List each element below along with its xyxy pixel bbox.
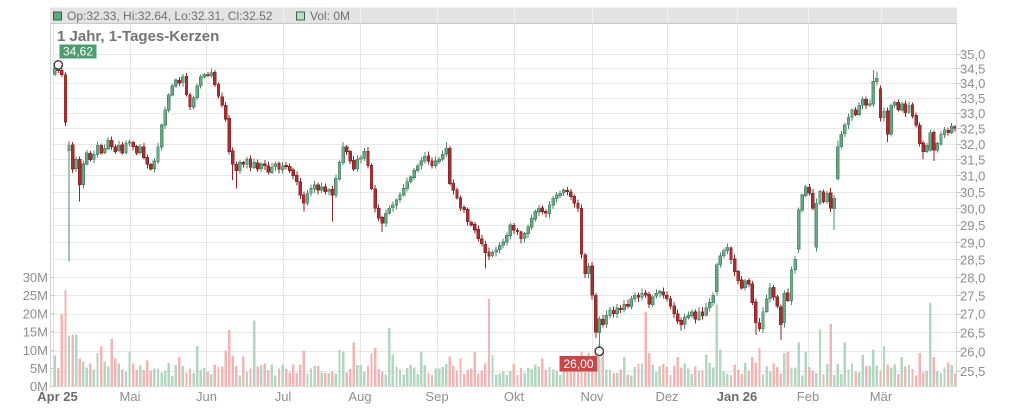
svg-text:26,0: 26,0 xyxy=(960,345,985,360)
svg-text:32,0: 32,0 xyxy=(960,137,985,152)
svg-text:34,5: 34,5 xyxy=(960,62,985,77)
svg-text:0M: 0M xyxy=(30,379,48,394)
svg-text:34,62: 34,62 xyxy=(63,45,93,59)
svg-text:27,0: 27,0 xyxy=(960,307,985,322)
svg-text:Mär: Mär xyxy=(870,389,893,404)
svg-text:30,0: 30,0 xyxy=(960,201,985,216)
svg-text:34,0: 34,0 xyxy=(960,76,985,91)
svg-text:Op:32.33, Hi:32.64, Lo:32.31,: Op:32.33, Hi:32.64, Lo:32.31, Cl:32.52 xyxy=(67,9,273,23)
svg-text:29,0: 29,0 xyxy=(960,235,985,250)
svg-text:Jan 26: Jan 26 xyxy=(717,389,757,404)
svg-text:Nov: Nov xyxy=(580,389,604,404)
svg-text:Feb: Feb xyxy=(797,389,819,404)
svg-text:25M: 25M xyxy=(23,288,48,303)
svg-text:35,0: 35,0 xyxy=(960,47,985,62)
svg-text:Aug: Aug xyxy=(348,389,371,404)
svg-text:30,5: 30,5 xyxy=(960,185,985,200)
svg-text:20M: 20M xyxy=(23,306,48,321)
svg-text:29,5: 29,5 xyxy=(960,218,985,233)
svg-text:31,5: 31,5 xyxy=(960,153,985,168)
svg-text:28,5: 28,5 xyxy=(960,253,985,268)
svg-text:26,5: 26,5 xyxy=(960,325,985,340)
svg-text:Dez: Dez xyxy=(655,389,678,404)
svg-text:33,5: 33,5 xyxy=(960,91,985,106)
svg-text:15M: 15M xyxy=(23,325,48,340)
svg-text:Apr 25: Apr 25 xyxy=(37,389,77,404)
svg-text:Okt: Okt xyxy=(504,389,525,404)
svg-text:33,0: 33,0 xyxy=(960,106,985,121)
svg-text:31,0: 31,0 xyxy=(960,169,985,184)
svg-text:25,5: 25,5 xyxy=(960,364,985,379)
svg-text:Jul: Jul xyxy=(275,389,292,404)
svg-text:30M: 30M xyxy=(23,270,48,285)
svg-text:5M: 5M xyxy=(30,361,48,376)
svg-text:26,00: 26,00 xyxy=(563,357,593,371)
svg-text:28,0: 28,0 xyxy=(960,270,985,285)
svg-text:Sep: Sep xyxy=(425,389,448,404)
svg-text:10M: 10M xyxy=(23,343,48,358)
svg-text:Vol: 0M: Vol: 0M xyxy=(310,9,350,23)
svg-text:Mai: Mai xyxy=(120,389,141,404)
svg-text:27,5: 27,5 xyxy=(960,288,985,303)
svg-text:Jun: Jun xyxy=(196,389,217,404)
svg-text:1 Jahr, 1-Tages-Kerzen: 1 Jahr, 1-Tages-Kerzen xyxy=(57,28,219,45)
svg-text:32,5: 32,5 xyxy=(960,121,985,136)
